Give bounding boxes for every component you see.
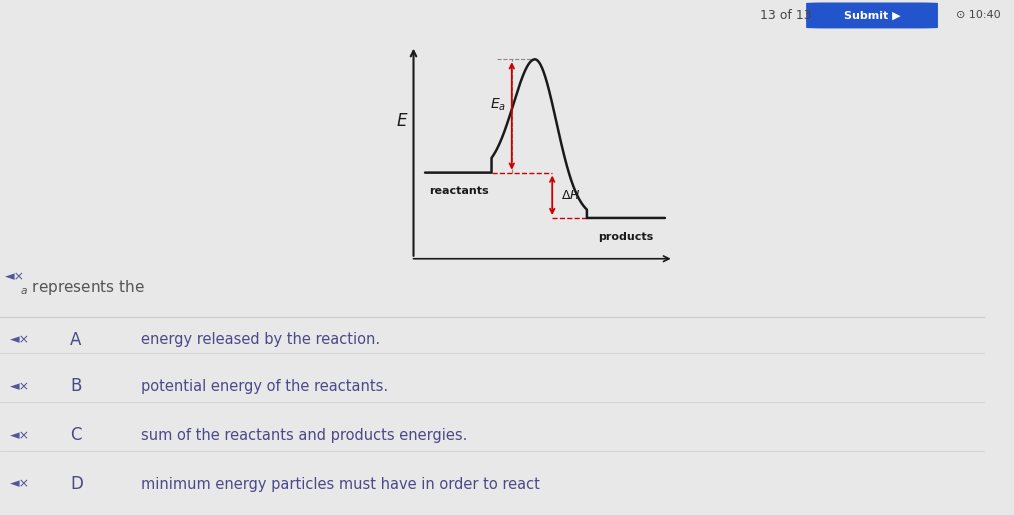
Text: ◄×: ◄× [10, 428, 30, 442]
Text: E: E [396, 112, 407, 129]
Text: energy released by the reaction.: energy released by the reaction. [141, 332, 379, 348]
Text: $E_a$: $E_a$ [490, 96, 506, 113]
Text: 13 of 13: 13 of 13 [759, 9, 811, 22]
Text: ◄×: ◄× [10, 380, 30, 393]
Text: ◄×: ◄× [10, 477, 30, 491]
Text: D: D [70, 475, 83, 493]
Text: $_a$ represents the: $_a$ represents the [20, 278, 145, 297]
Text: B: B [70, 377, 82, 395]
Text: Submit ▶: Submit ▶ [844, 10, 900, 21]
Text: products: products [598, 232, 654, 242]
Text: C: C [70, 426, 82, 444]
Text: $\Delta H$: $\Delta H$ [561, 189, 580, 202]
Text: ◄×: ◄× [5, 270, 25, 283]
Text: A: A [70, 331, 82, 349]
Text: reactants: reactants [429, 186, 489, 196]
Text: minimum energy particles must have in order to react: minimum energy particles must have in or… [141, 476, 539, 492]
Text: potential energy of the reactants.: potential energy of the reactants. [141, 379, 387, 394]
Text: sum of the reactants and products energies.: sum of the reactants and products energi… [141, 427, 466, 443]
Text: ◄×: ◄× [10, 333, 30, 347]
Text: ⊙ 10:40: ⊙ 10:40 [956, 10, 1001, 21]
FancyBboxPatch shape [806, 3, 938, 28]
